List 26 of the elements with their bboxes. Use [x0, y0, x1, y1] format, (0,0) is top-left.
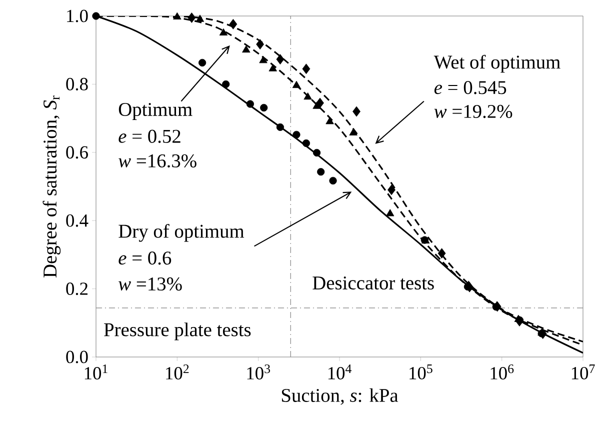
annotation: Desiccator tests	[312, 276, 434, 290]
annotation: e = 0.545	[434, 81, 506, 94]
y-tick-label: 0.0	[66, 350, 88, 364]
y-tick-label: 0.6	[66, 146, 88, 159]
x-tick-label: 10$^{5}$	[410, 364, 432, 380]
x-tick-label: 10$^{6}$	[490, 364, 514, 380]
annotation: Pressure plate tests	[104, 322, 251, 340]
x-axis-title: Suction, s: kPa	[282, 388, 398, 405]
y-tick-label: 0.4	[66, 214, 88, 227]
x-tick-label: 10$^{3}$	[247, 364, 270, 380]
annotation: e = 0.6	[118, 252, 172, 265]
annotation: w =13%	[118, 277, 182, 291]
y-tick-label: 0.8	[66, 78, 88, 90]
x-tick-label: 10$^{1}$	[84, 364, 108, 380]
x-tick-label: 10$^{7}$	[572, 364, 595, 380]
annotation: Optimum	[118, 102, 192, 120]
x-tick-label: 10$^{4}$	[328, 364, 352, 380]
annotation: w =19.2%	[434, 104, 512, 118]
x-tick-label: 10$^{2}$	[166, 364, 189, 380]
annotation: w =16.3%	[118, 154, 196, 168]
y-tick-label: 0.2	[66, 282, 88, 296]
annotation: Wet of optimum	[434, 54, 560, 73]
annotation: Dry of optimum	[118, 224, 244, 242]
annotation: e = 0.52	[118, 130, 180, 143]
y-axis-title: Degree of saturation, S$_{r}$	[42, 96, 61, 278]
y-tick-label: 1.0	[67, 10, 88, 22]
